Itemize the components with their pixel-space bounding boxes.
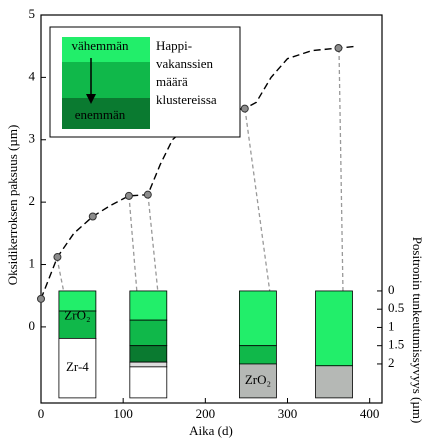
- column-segment: [239, 346, 276, 364]
- y2-tick-label: 2: [388, 355, 395, 370]
- data-point: [89, 213, 96, 220]
- column-segment: [130, 291, 167, 320]
- y-tick-label: 5: [29, 6, 36, 21]
- data-point: [241, 105, 248, 112]
- y-tick-label: 4: [29, 68, 36, 83]
- legend-bottom: enemmän: [75, 107, 126, 122]
- legend-caption: vakanssien: [156, 56, 214, 71]
- x-tick-label: 400: [360, 406, 380, 421]
- x-tick-label: 200: [196, 406, 216, 421]
- data-point: [144, 191, 151, 198]
- segment-label: ZrO₂: [64, 308, 90, 323]
- column-segment: [316, 366, 353, 398]
- column-segment: [130, 367, 167, 398]
- data-point: [335, 45, 342, 52]
- connector: [129, 196, 137, 293]
- y2-axis-label: Positronin tunkeutumissyvyys (µm): [410, 237, 424, 424]
- connector: [148, 195, 158, 293]
- column-segment: [130, 346, 167, 362]
- column-segment: [130, 320, 167, 346]
- connector: [57, 258, 64, 293]
- column-segment: [316, 291, 353, 366]
- y-tick-label: 3: [29, 131, 36, 146]
- data-point: [125, 192, 132, 199]
- y2-tick-label: 1.5: [388, 337, 404, 352]
- y-tick-label: 2: [29, 193, 36, 208]
- y-tick-label: 0: [29, 318, 36, 333]
- y2-tick-label: 0: [388, 282, 395, 297]
- x-axis-label: Aika (d): [189, 423, 233, 438]
- x-tick-label: 300: [278, 406, 298, 421]
- legend-swatch: [62, 62, 150, 98]
- connector: [339, 49, 343, 293]
- y-tick-label: 1: [29, 256, 36, 271]
- y2-tick-label: 0.5: [388, 300, 404, 315]
- data-point: [54, 254, 61, 261]
- legend-top: vähemmän: [71, 38, 129, 53]
- data-point: [38, 295, 45, 302]
- legend-caption: Happi-: [156, 38, 192, 53]
- x-tick-label: 100: [113, 406, 133, 421]
- y-axis-label: Oksidikerroksen paksuus (µm): [5, 125, 20, 286]
- connector: [245, 109, 270, 293]
- column-segment: [130, 362, 167, 367]
- segment-label: ZrO₂: [245, 372, 271, 387]
- legend-caption: määrä: [156, 74, 188, 89]
- column-segment: [239, 291, 276, 346]
- y2-tick-label: 1: [388, 318, 395, 333]
- legend-caption: klustereissa: [156, 92, 217, 107]
- x-tick-label: 0: [38, 406, 45, 421]
- chart: Aika (d) Oksidikerroksen paksuus (µm) Po…: [0, 0, 424, 442]
- segment-label: Zr-4: [66, 359, 89, 374]
